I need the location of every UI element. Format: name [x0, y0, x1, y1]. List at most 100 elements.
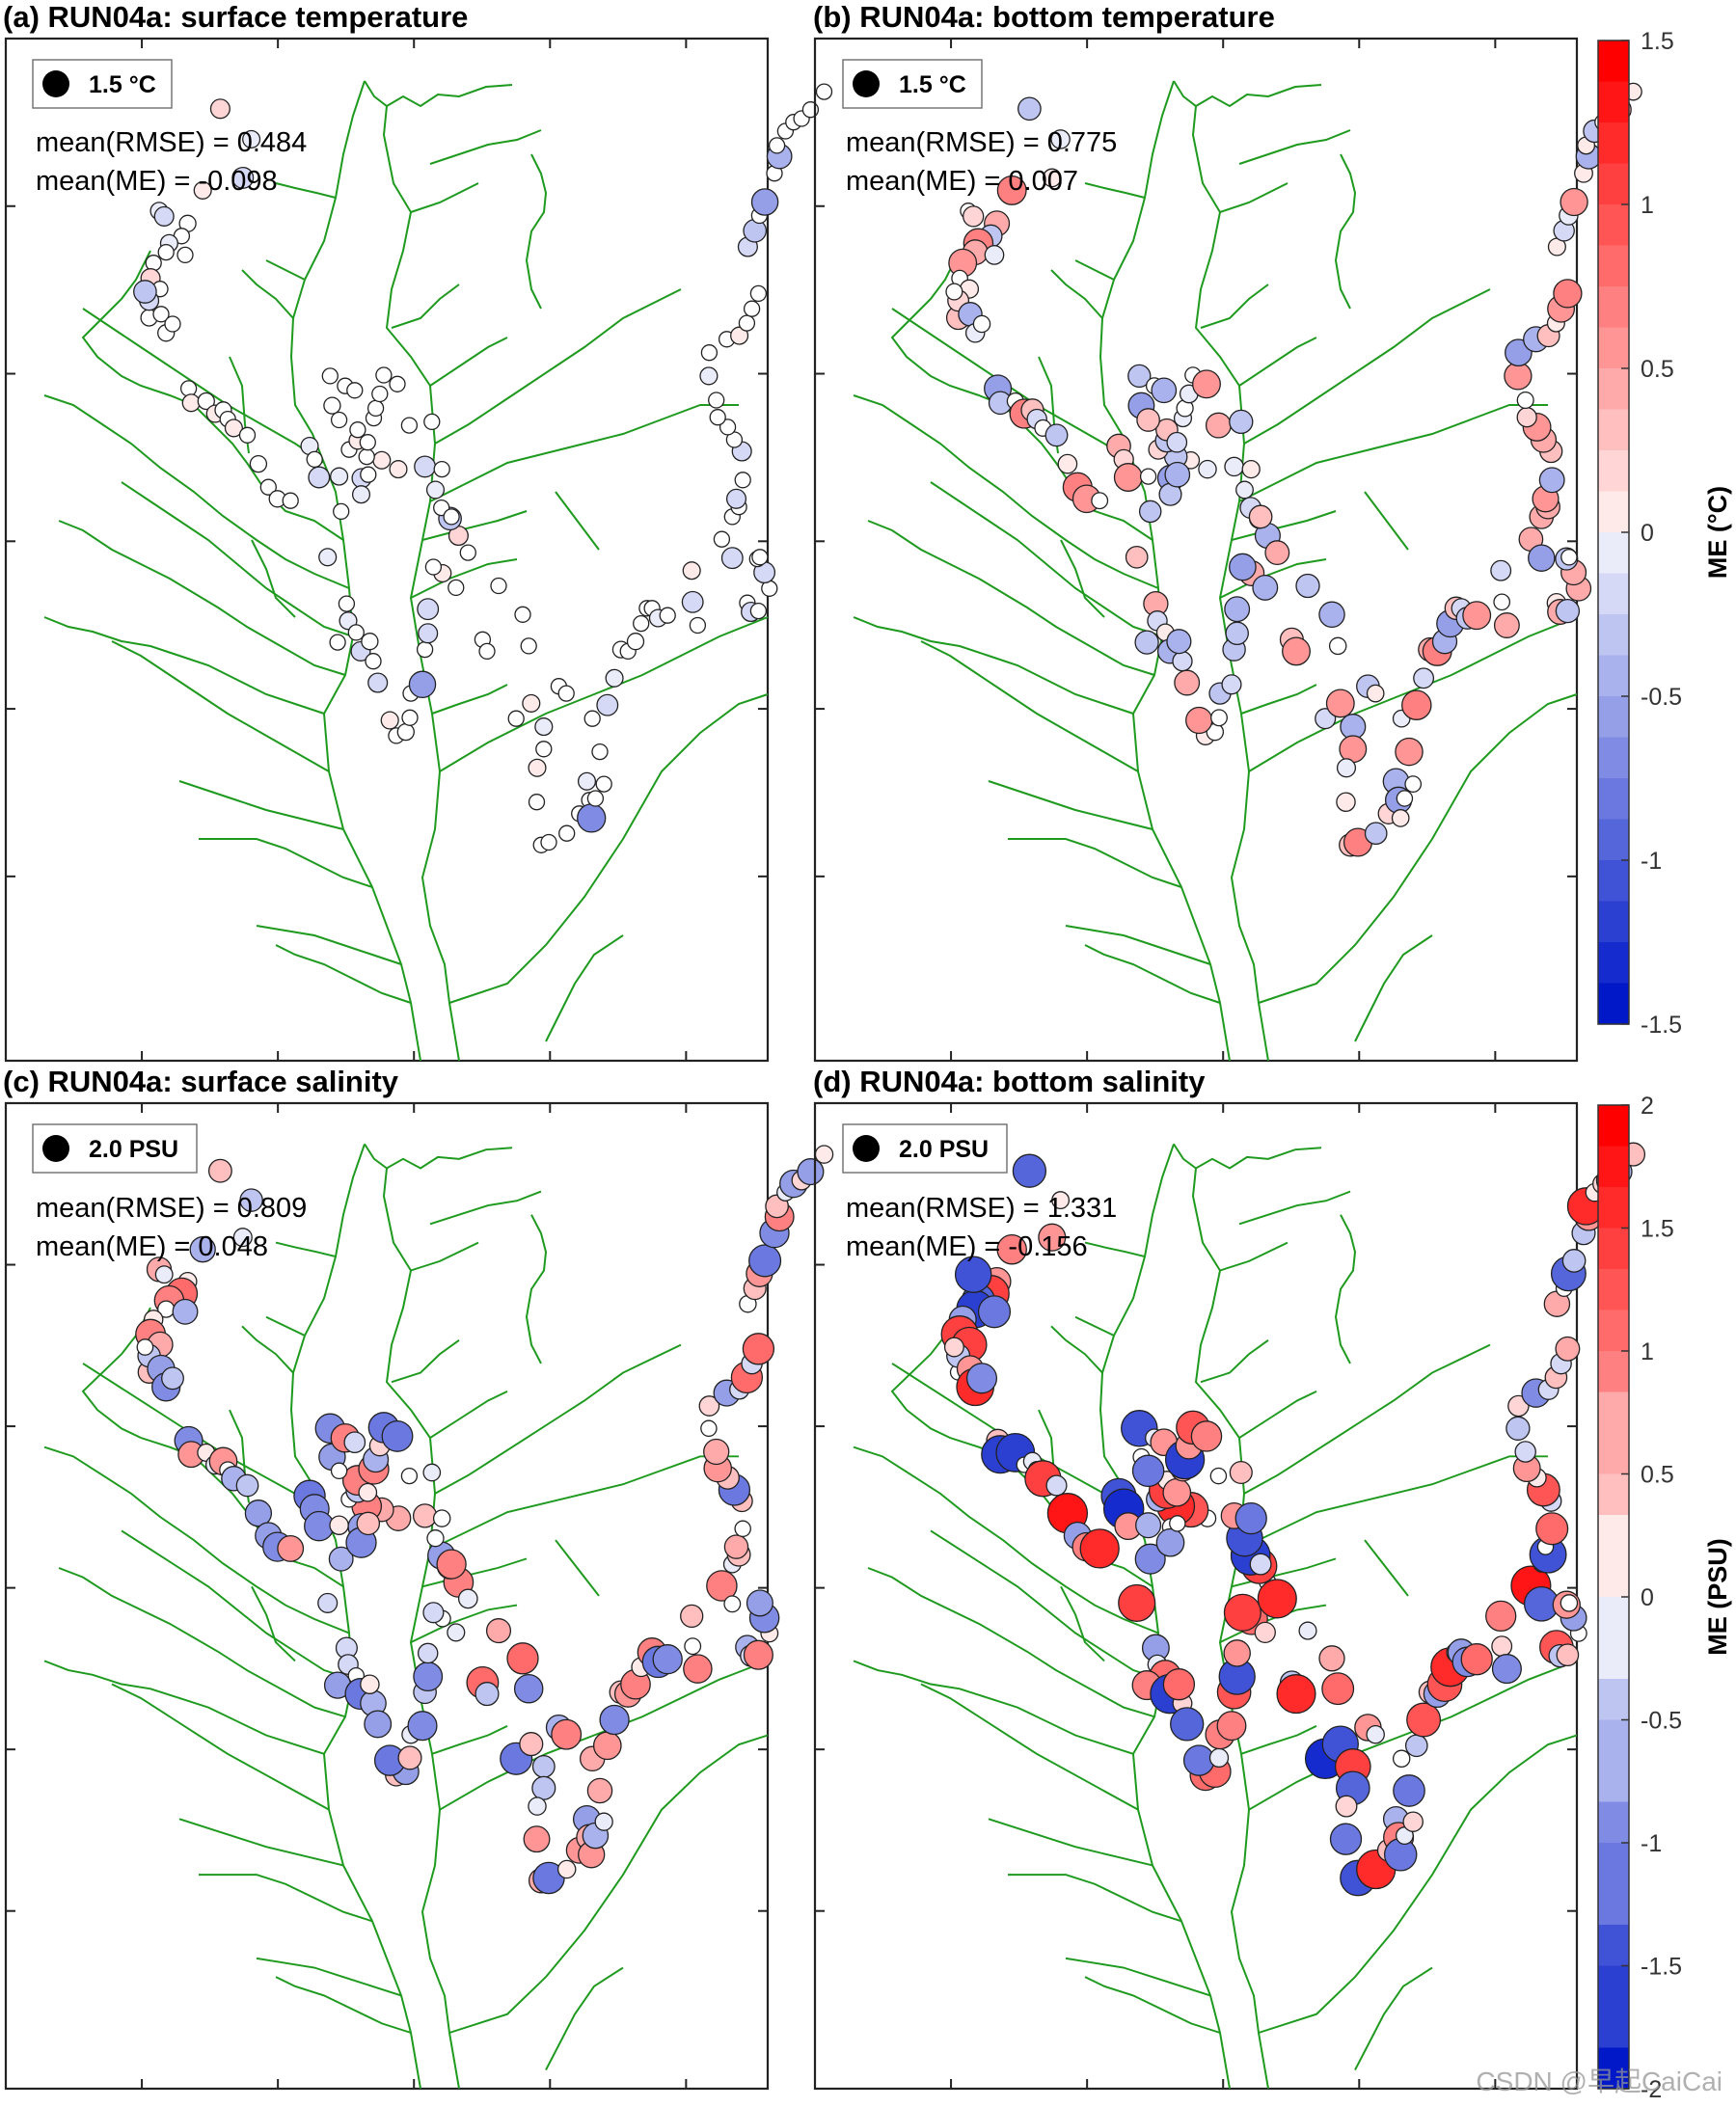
station-marker: [333, 502, 350, 521]
station-marker: [1490, 559, 1512, 581]
station-marker: [996, 175, 1027, 205]
station-marker: [1401, 689, 1432, 720]
station-marker: [680, 1604, 704, 1629]
colorbar-band: [1598, 1597, 1629, 1639]
station-marker: [534, 717, 554, 737]
station-marker: [725, 488, 747, 509]
colorbar-band: [1598, 696, 1629, 739]
station-marker: [1050, 129, 1071, 149]
station-marker: [277, 1534, 305, 1562]
station-marker: [1235, 480, 1254, 500]
station-marker: [1223, 1593, 1261, 1632]
colorbar-band: [1598, 1679, 1629, 1721]
station-marker: [356, 1511, 381, 1536]
station-marker: [1224, 596, 1251, 623]
station-marker: [1136, 408, 1160, 432]
colorbar-band: [1598, 737, 1629, 779]
station-marker: [1125, 545, 1149, 569]
station-marker: [189, 1236, 216, 1263]
station-marker: [1460, 1643, 1493, 1676]
station-marker: [734, 1520, 751, 1538]
station-marker: [1406, 1702, 1442, 1738]
station-marker: [224, 419, 243, 438]
station-marker: [1560, 549, 1578, 566]
station-marker: [425, 480, 446, 500]
station-marker: [1528, 544, 1556, 572]
station-marker: [1560, 187, 1588, 217]
station-marker: [244, 1499, 273, 1527]
station-marker: [400, 1467, 419, 1485]
colorbar-tick-label: -0.5: [1641, 1708, 1682, 1735]
station-marker: [1339, 735, 1368, 764]
colorbar-band: [1598, 2007, 1629, 2049]
station-marker: [1135, 1512, 1162, 1539]
colorbar-band: [1598, 1719, 1629, 1762]
station-marker: [706, 1570, 738, 1602]
station-marker: [535, 741, 553, 758]
station-marker: [1336, 792, 1356, 812]
panel-title: (c) RUN04a: surface salinity: [3, 1065, 399, 1098]
colorbar-band: [1598, 1925, 1629, 1967]
station-marker: [1205, 412, 1232, 439]
colorbar-band: [1598, 1105, 1629, 1148]
station-marker: [513, 1673, 544, 1704]
station-marker: [751, 549, 769, 566]
station-marker: [364, 1710, 393, 1739]
station-marker: [317, 1592, 339, 1613]
station-marker: [389, 460, 408, 479]
station-marker: [1404, 1734, 1428, 1758]
station-marker: [1413, 667, 1435, 689]
colorbar-band: [1598, 1146, 1629, 1188]
station-marker: [528, 758, 547, 777]
station-markers: [945, 82, 1642, 857]
colorbar-tick-label: 1.5: [1641, 28, 1674, 55]
station-marker: [1505, 1416, 1531, 1441]
station-marker: [709, 409, 726, 426]
me-text: mean(ME) = 0.007: [846, 166, 1078, 197]
station-marker: [259, 478, 277, 496]
station-marker: [689, 616, 707, 635]
station-marker: [1208, 1747, 1230, 1769]
station-marker: [556, 1859, 577, 1879]
station-marker: [448, 579, 465, 597]
station-marker: [1318, 601, 1345, 629]
me-text: mean(ME) = 0.048: [36, 1231, 268, 1262]
station-marker: [351, 485, 371, 504]
station-marker: [321, 367, 339, 385]
station-marker: [412, 1503, 438, 1528]
colorbar-tick-label: -1: [1641, 848, 1662, 875]
station-marker: [1493, 593, 1511, 611]
colorbar-band: [1598, 1761, 1629, 1803]
station-marker: [596, 693, 619, 716]
station-marker: [371, 385, 389, 403]
colorbar-band: [1598, 942, 1629, 985]
station-marker: [1192, 369, 1221, 399]
station-marker: [249, 454, 268, 473]
station-marker: [145, 255, 162, 272]
colorbar-band: [1598, 1473, 1629, 1516]
station-marker: [748, 1244, 782, 1278]
station-marker: [1366, 684, 1385, 703]
station-marker: [750, 188, 779, 216]
station-marker: [1224, 456, 1244, 477]
station-marker: [1335, 1795, 1358, 1818]
station-marker: [683, 1654, 713, 1684]
station-marker: [235, 1473, 259, 1498]
station-marker: [181, 393, 201, 413]
colorbar-band: [1598, 1433, 1629, 1475]
station-marker: [306, 450, 323, 469]
station-marker: [1298, 1621, 1317, 1640]
station-marker: [749, 284, 768, 303]
size-legend-label: 2.0 PSU: [89, 1136, 178, 1163]
station-marker: [708, 392, 725, 409]
colorbar-band: [1598, 1637, 1629, 1680]
station-marker: [746, 1589, 773, 1617]
station-marker: [330, 467, 349, 486]
colorbar-band: [1598, 163, 1629, 205]
size-legend-marker: [42, 70, 69, 97]
station-marker: [659, 607, 676, 624]
station-marker: [172, 1298, 199, 1325]
station-marker: [1538, 467, 1565, 494]
station-marker: [1535, 1512, 1569, 1546]
station-marker: [815, 83, 833, 100]
